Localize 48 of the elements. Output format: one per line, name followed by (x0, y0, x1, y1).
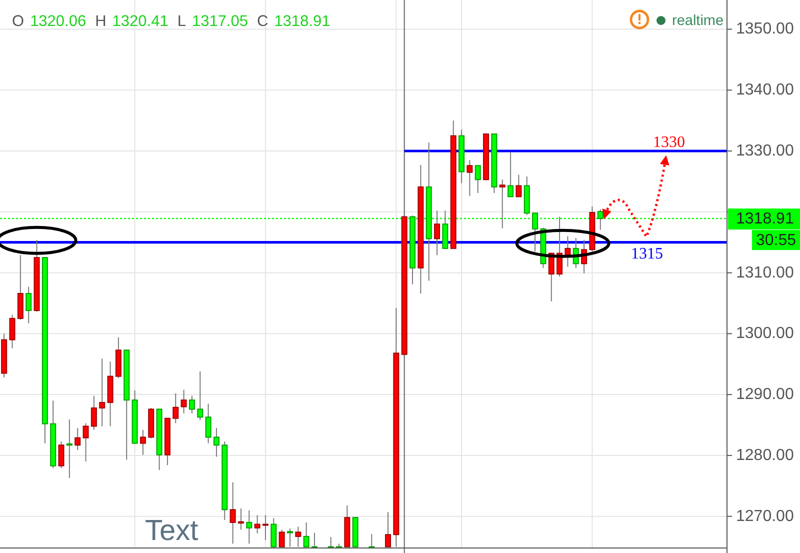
annotation: O 1320.06 H 1320.41 L 1317.05 C 1318.91 (12, 13, 330, 30)
candlestick (246, 510, 252, 544)
candlestick (295, 526, 302, 548)
candlestick (385, 512, 392, 548)
y-tick-label: 1340.00 (736, 82, 794, 99)
y-tick-label: 1300.00 (736, 325, 794, 342)
y-tick-label: 1330.00 (736, 142, 794, 160)
candlestick (286, 528, 293, 548)
candlestick (238, 508, 244, 530)
candlestick (499, 179, 506, 229)
candlestick (188, 395, 195, 414)
candlestick (140, 429, 146, 456)
candlestick (508, 152, 514, 198)
candlestick (66, 419, 72, 478)
candlestick (82, 422, 89, 462)
y-tick-label: 1270.00 (736, 508, 794, 525)
candlestick (180, 389, 187, 414)
candlestick (99, 358, 106, 427)
candlestick (197, 370, 204, 421)
candlestick (90, 395, 97, 430)
text: 30:55 (756, 232, 796, 250)
candlestick (270, 518, 277, 548)
ref-line-label: 1318.91 (736, 210, 794, 228)
candlestick (205, 403, 212, 444)
ref-line-label: 1315 (631, 245, 663, 262)
annotation: Text (145, 515, 198, 547)
candlestick (466, 160, 473, 197)
y-tick-label: 1290.00 (736, 386, 794, 404)
candlestick (74, 428, 81, 450)
y-tick-label: 1280.00 (736, 446, 794, 464)
candlestick (262, 514, 268, 541)
y-tick-label: 1310.00 (736, 264, 794, 282)
candlestick (58, 440, 64, 469)
candlestick (230, 482, 236, 544)
annotation: 1330 (653, 134, 685, 152)
candlestick (278, 529, 285, 548)
candlestick (532, 212, 538, 252)
annotation: realtime (672, 13, 724, 29)
candlestick (172, 392, 179, 424)
candlestick (254, 514, 260, 534)
candlestick (516, 174, 522, 198)
candlestick (303, 522, 310, 548)
y-tick-label: 1350.00 (736, 20, 794, 38)
candlestick (434, 210, 440, 256)
candlestick (474, 165, 481, 194)
candlestick (26, 286, 32, 324)
candlestick (9, 314, 16, 349)
candlestick (213, 428, 220, 458)
